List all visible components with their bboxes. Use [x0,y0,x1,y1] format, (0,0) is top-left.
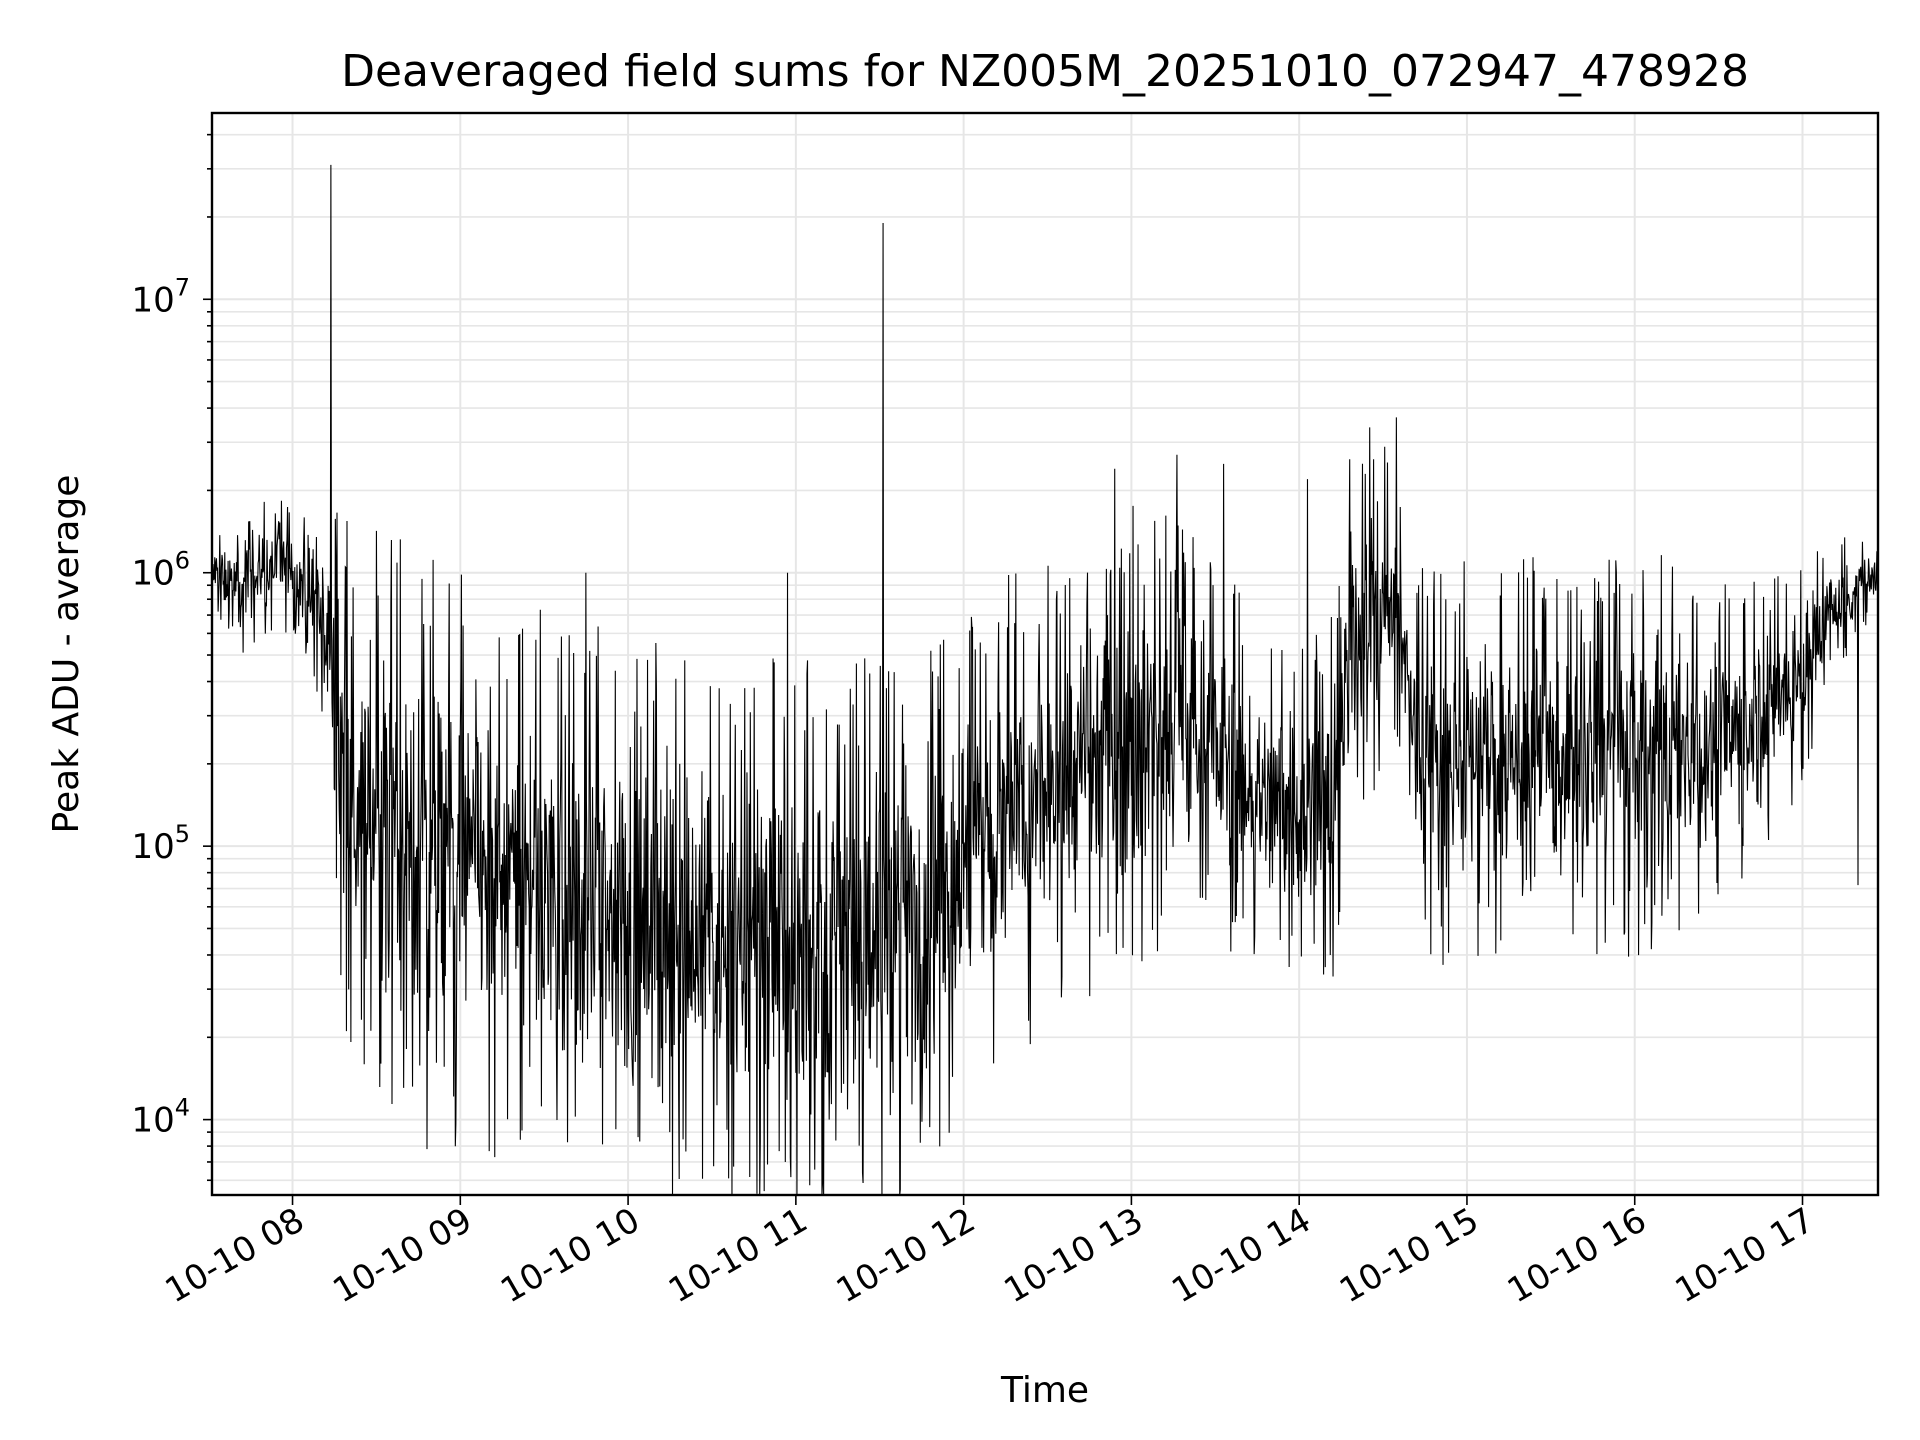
y-tick-base: 10 [131,827,174,867]
y-tick-label: 104 [131,1094,190,1141]
plot-frame [210,111,1880,1197]
series-layer [211,164,1879,1196]
y-tick-label: 107 [131,273,190,320]
y-axis-label: Peak ADU - average [46,475,87,834]
y-tick-exponent: 7 [175,273,190,301]
chart-title: Deaveraged field sums for NZ005M_2025101… [341,46,1749,97]
y-tick-exponent: 5 [175,820,190,848]
y-tick-exponent: 6 [175,547,190,575]
y-tick-label: 105 [131,820,190,867]
y-tick-exponent: 4 [175,1094,190,1122]
x-axis-label: Time [1000,1370,1089,1411]
y-tick-base: 10 [131,1101,174,1141]
series-line [211,164,1879,1196]
y-tick-base: 10 [131,554,174,594]
y-tick-label: 106 [131,547,190,594]
y-tick-base: 10 [131,280,174,320]
